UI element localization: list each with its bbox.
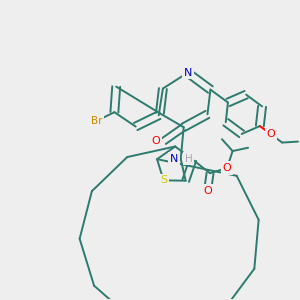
Text: O: O (203, 186, 212, 196)
Text: Br: Br (91, 116, 102, 126)
Text: N: N (169, 154, 178, 164)
Text: O: O (223, 163, 232, 173)
Text: H: H (185, 154, 193, 164)
Text: N: N (184, 68, 192, 78)
Text: O: O (152, 136, 160, 146)
Text: S: S (160, 175, 167, 185)
Text: O: O (267, 129, 275, 139)
